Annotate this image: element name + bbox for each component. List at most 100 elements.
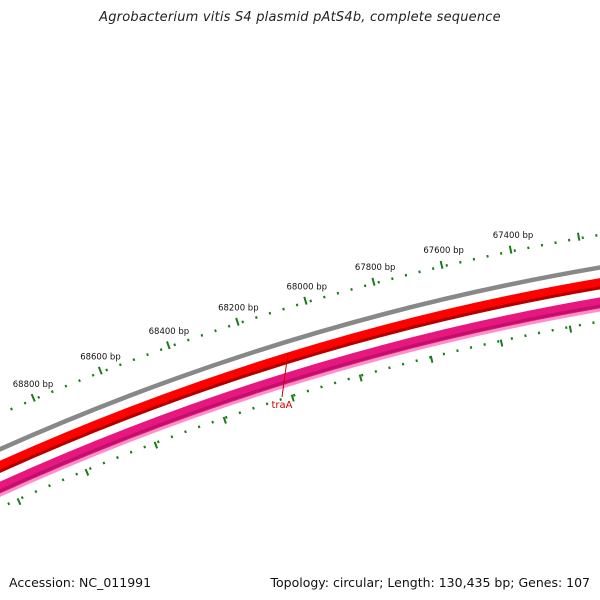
minor-tick xyxy=(391,277,394,281)
feature-tracks xyxy=(0,265,600,498)
reverse-strand-highlight xyxy=(0,308,600,498)
minor-tick xyxy=(214,329,217,333)
minor-tick xyxy=(200,333,204,337)
forward-strand-edge xyxy=(0,286,600,473)
sequence-summary: Topology: circular; Length: 130,435 bp; … xyxy=(270,575,591,590)
inner-minor-tick xyxy=(7,502,11,506)
scale-label: 68600 bp xyxy=(80,353,121,363)
inner-major-tick xyxy=(84,468,90,476)
major-tick xyxy=(576,232,581,241)
minor-tick xyxy=(105,368,109,372)
minor-tick xyxy=(241,320,245,324)
reverse-strand-edge xyxy=(0,304,600,493)
inner-minor-tick xyxy=(524,334,527,338)
inner-minor-tick xyxy=(333,381,337,385)
inner-minor-tick xyxy=(102,461,106,465)
minor-tick xyxy=(91,373,95,377)
inner-minor-tick xyxy=(48,484,51,488)
inner-minor-tick xyxy=(211,420,215,424)
minor-tick xyxy=(499,251,503,255)
major-tick xyxy=(303,296,308,305)
inner-minor-tick xyxy=(61,478,65,482)
inner-minor-tick xyxy=(75,472,79,476)
minor-tick xyxy=(268,311,272,315)
scale-label: 67800 bp xyxy=(355,263,396,273)
inner-minor-tick xyxy=(197,425,201,429)
inner-minor-tick xyxy=(469,346,473,349)
inner-minor-tick xyxy=(456,349,459,353)
inner-minor-tick xyxy=(20,496,24,500)
inner-major-tick xyxy=(16,497,22,506)
inner-minor-tick xyxy=(88,466,92,471)
major-tick xyxy=(97,366,103,375)
inner-minor-tick xyxy=(510,337,514,340)
scale-label: 68800 bp xyxy=(13,380,54,390)
inner-minor-tick xyxy=(34,490,38,494)
minor-tick xyxy=(363,284,367,288)
minor-tick xyxy=(254,316,258,319)
minor-tick xyxy=(472,257,476,261)
minor-tick xyxy=(186,338,190,342)
inner-minor-tick xyxy=(224,415,228,419)
minor-tick xyxy=(227,324,231,328)
outer-scale-ticks xyxy=(10,232,598,411)
inner-minor-tick xyxy=(156,440,160,444)
scale-label: 67600 bp xyxy=(423,246,464,256)
minor-tick xyxy=(23,401,27,405)
inner-minor-tick xyxy=(252,406,255,410)
inner-minor-tick xyxy=(374,369,378,373)
inner-minor-tick xyxy=(415,359,418,363)
inner-major-tick xyxy=(222,416,227,424)
inner-major-tick xyxy=(290,394,295,402)
minor-tick xyxy=(445,263,449,267)
scale-label: 67400 bp xyxy=(493,231,534,241)
inner-major-tick xyxy=(499,339,504,347)
reverse-strand-track xyxy=(0,297,600,494)
minor-tick xyxy=(282,307,285,311)
inner-major-tick xyxy=(358,374,363,382)
inner-major-tick xyxy=(568,325,573,333)
backbone-gap xyxy=(0,274,600,459)
minor-tick xyxy=(486,254,489,258)
inner-minor-tick xyxy=(320,385,323,389)
accession-label: Accession: NC_011991 xyxy=(9,575,152,590)
minor-tick xyxy=(295,303,299,307)
minor-tick xyxy=(132,358,136,362)
inner-minor-tick xyxy=(401,362,405,366)
inner-minor-tick xyxy=(360,373,364,377)
inner-scale-ticks xyxy=(7,321,595,506)
minor-tick xyxy=(350,287,353,291)
minor-tick xyxy=(37,395,41,399)
minor-tick xyxy=(309,299,313,303)
minor-tick xyxy=(323,295,326,299)
inner-minor-tick xyxy=(170,435,174,439)
minor-tick xyxy=(404,273,408,277)
minor-tick xyxy=(118,363,122,367)
map-title: Agrobacterium vitis S4 plasmid pAtS4b, c… xyxy=(99,10,501,25)
gene-labels: traA xyxy=(271,352,293,411)
inner-minor-tick xyxy=(238,411,242,415)
inner-minor-tick xyxy=(279,397,283,401)
minor-tick xyxy=(418,270,421,274)
minor-tick xyxy=(10,407,13,411)
backbone-track xyxy=(0,265,600,452)
minor-tick xyxy=(431,267,435,271)
minor-tick xyxy=(146,353,149,357)
inner-major-tick xyxy=(429,355,434,363)
track-gap xyxy=(0,296,600,482)
major-tick xyxy=(30,393,36,402)
scale-label: 68000 bp xyxy=(286,282,327,292)
forward-strand-track xyxy=(0,278,600,473)
inner-minor-tick xyxy=(306,389,310,393)
major-tick xyxy=(166,341,171,350)
minor-tick xyxy=(377,280,381,284)
minor-tick xyxy=(50,390,54,394)
major-tick xyxy=(371,277,376,286)
inner-minor-tick xyxy=(143,445,147,449)
inner-minor-tick xyxy=(442,352,446,356)
gene-label-traA: traA xyxy=(271,400,292,411)
outer-scale-labels: 68800 bp 68600 bp 68400 bp 68200 bp 68000 bp… xyxy=(13,231,534,390)
major-tick xyxy=(508,245,513,254)
minor-tick xyxy=(336,291,340,295)
